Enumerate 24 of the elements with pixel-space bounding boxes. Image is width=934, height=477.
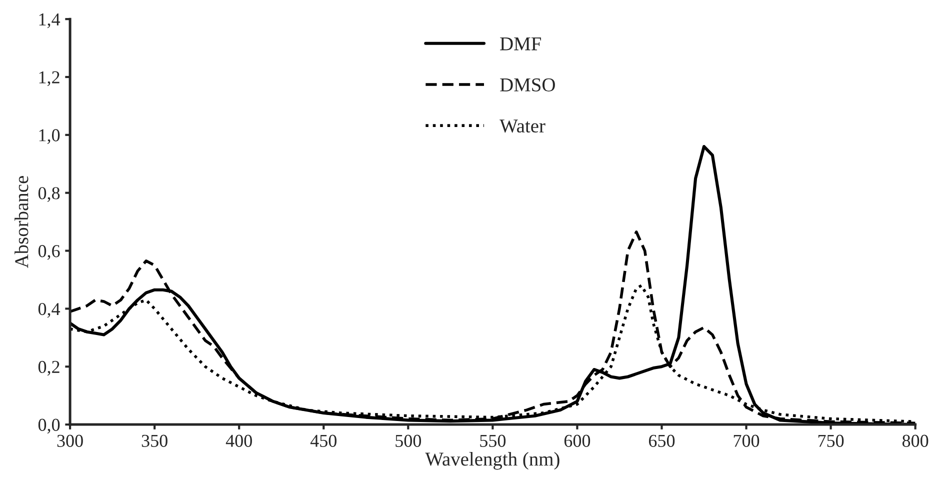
y-tick-label: 0,2 bbox=[38, 360, 60, 376]
x-tick-label: 650 bbox=[648, 434, 675, 447]
y-axis-title: Absorbance bbox=[14, 176, 28, 268]
y-tick-label: 0,6 bbox=[38, 245, 60, 260]
x-tick-label: 750 bbox=[818, 434, 844, 447]
x-tick-label: 600 bbox=[564, 434, 590, 447]
x-axis-title: Wavelength (nm) bbox=[425, 452, 560, 470]
y-tick-label: 0,4 bbox=[38, 302, 60, 318]
y-tick-label: 0,0 bbox=[38, 418, 60, 434]
legend-label: Water bbox=[500, 120, 546, 133]
x-tick-label: 800 bbox=[902, 434, 928, 447]
legend-label: DMF bbox=[500, 37, 541, 50]
y-tick-label: 1,0 bbox=[39, 129, 60, 144]
legend-label: DMSO bbox=[500, 78, 555, 92]
y-tick-label: 1,2 bbox=[39, 71, 60, 86]
x-tick-label: 450 bbox=[310, 434, 336, 447]
x-tick-label: 500 bbox=[396, 434, 422, 447]
x-tick-label: 300 bbox=[57, 434, 83, 447]
x-tick-label: 400 bbox=[226, 434, 252, 447]
y-tick-label: 1,4 bbox=[39, 13, 60, 28]
x-tick-label: 700 bbox=[734, 434, 760, 447]
y-tick-label: 0,8 bbox=[38, 187, 60, 202]
x-tick-label: 550 bbox=[480, 434, 506, 447]
x-tick-label: 350 bbox=[142, 434, 168, 447]
